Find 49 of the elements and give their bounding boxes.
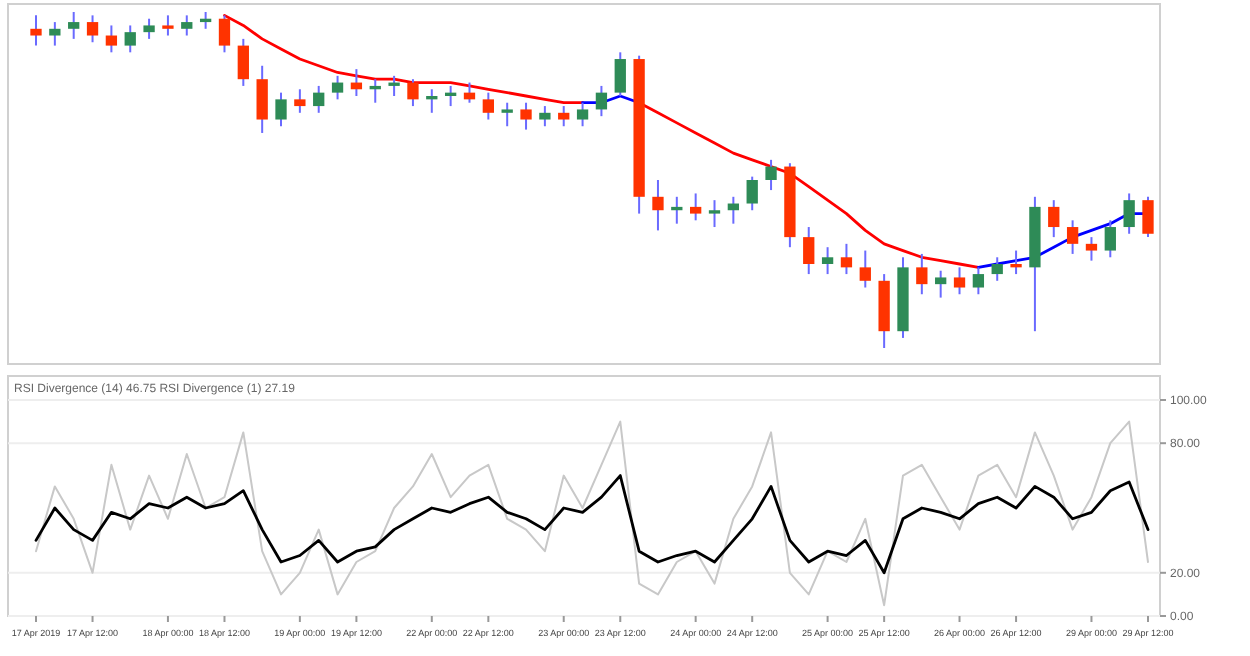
candlestick — [708, 199, 721, 229]
candlestick — [501, 101, 513, 128]
candlestick — [614, 51, 626, 97]
candlestick — [1010, 249, 1022, 276]
candlestick — [972, 266, 985, 296]
candlestick — [576, 101, 589, 128]
candlestick — [105, 24, 118, 54]
candlestick — [275, 91, 287, 128]
candlestick — [595, 84, 608, 118]
candlestick — [539, 105, 551, 128]
candlestick — [821, 246, 834, 276]
candlestick — [237, 37, 249, 87]
candlestick — [407, 78, 419, 108]
candlestick — [313, 84, 325, 114]
candlestick — [690, 192, 702, 222]
candlestick — [935, 269, 947, 299]
candlestick — [991, 256, 1003, 282]
candlestick — [520, 101, 532, 131]
candlestick — [558, 105, 570, 128]
candlestick — [181, 14, 193, 37]
candlestick — [388, 74, 400, 97]
candlestick — [1085, 236, 1098, 262]
candlestick — [30, 14, 42, 47]
candlestick — [218, 14, 231, 54]
line-series — [34, 474, 1150, 575]
candlestick — [331, 74, 344, 101]
candlestick — [86, 14, 99, 44]
candlestick — [1142, 195, 1154, 239]
candlestick — [1104, 219, 1116, 259]
candlestick — [124, 24, 136, 54]
candlestick — [953, 266, 966, 296]
candlestick — [1123, 192, 1135, 235]
candlestick — [162, 14, 174, 37]
candlestick — [68, 11, 80, 40]
line-series — [35, 420, 1149, 607]
candlestick — [294, 88, 306, 114]
candlestick — [256, 64, 268, 134]
candlestick — [143, 17, 155, 40]
candlestick — [746, 175, 758, 212]
candlestick — [765, 158, 777, 192]
candlestick — [916, 252, 928, 296]
candlestick — [1066, 219, 1079, 255]
candlestick — [1048, 199, 1060, 239]
candlestick — [482, 91, 494, 121]
candlestick — [840, 242, 853, 276]
candlestick — [803, 226, 815, 276]
candlestick — [859, 249, 871, 289]
candlestick — [652, 179, 664, 232]
candlestick — [49, 21, 61, 47]
